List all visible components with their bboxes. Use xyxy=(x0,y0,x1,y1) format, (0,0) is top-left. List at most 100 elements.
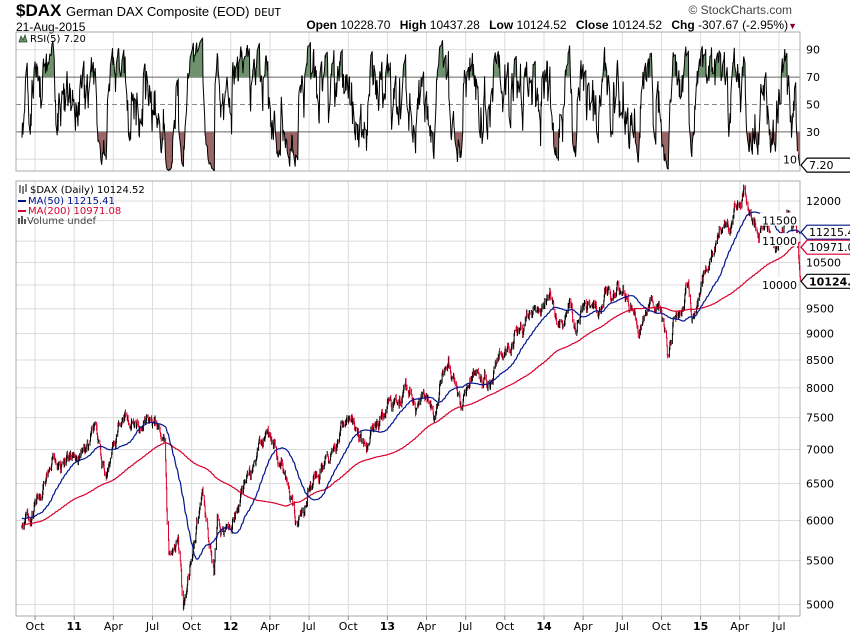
change-value: -307.67 (-2.95%) xyxy=(698,18,789,32)
low-label: Low xyxy=(489,18,514,32)
chart-date: 21-Aug-2015 xyxy=(16,20,86,34)
price-tick-label: 12000 xyxy=(806,195,841,208)
price-panel-frame xyxy=(15,180,801,617)
price-plot xyxy=(21,184,801,611)
price-tick-label-relocated: 10000 xyxy=(760,277,798,292)
x-tick-label: Oct xyxy=(182,620,202,633)
x-tick-label: Jul xyxy=(771,620,785,633)
price-legend-text: $DAX (Daily) 10124.52 xyxy=(30,185,145,196)
price-tick-label: 9500 xyxy=(806,303,834,316)
ohlc-summary: Open 10228.70 High 10437.28 Low 10124.52… xyxy=(300,18,797,32)
x-tick-label: Oct xyxy=(652,620,672,633)
value-tags: 7.20 11215.41 10971.08 10124.52 xyxy=(800,157,850,289)
price-tick-label-background xyxy=(760,233,798,247)
price-tick-label: 5000 xyxy=(806,599,834,612)
close-label: Close xyxy=(575,18,609,32)
ma200-line xyxy=(22,241,801,526)
ma50-value-tag-text: 11215.41 xyxy=(809,226,850,239)
gridlines xyxy=(16,32,800,616)
rsi-tick-label-background xyxy=(781,151,798,165)
ohlc-legend-icon xyxy=(19,184,27,194)
x-tick-label: Apr xyxy=(260,620,280,633)
price-tick-label: 10500 xyxy=(806,257,841,270)
ticker-symbol: $DAX xyxy=(16,1,62,20)
price-tick-label-relocated: 11500 xyxy=(760,212,798,228)
rsi-panel-frame xyxy=(15,31,801,172)
price-tick-label: 6500 xyxy=(806,478,834,491)
x-tick-label: 13 xyxy=(380,620,395,633)
rsi-legend: RSI(5) 7.20 xyxy=(18,33,86,45)
price-tick-label: 11500 xyxy=(762,215,797,228)
price-tick-label-background xyxy=(760,277,798,291)
rsi-legend-text: RSI(5) 7.20 xyxy=(30,34,86,45)
close-value: 10124.52 xyxy=(611,18,663,32)
price-tick-label-background xyxy=(760,212,798,226)
x-tick-label: Oct xyxy=(495,620,515,633)
price-tick-label-relocated: 11000 xyxy=(760,233,798,248)
rsi-value-tag-text: 7.20 xyxy=(809,159,834,172)
change-label: Chg xyxy=(671,18,695,32)
ma200-value-tag: 10971.08 xyxy=(800,239,850,255)
ma50-value-tag-box xyxy=(800,224,850,240)
axis-labels: Oct 11 Apr Jul Oct 12 Apr Jul Oct 13 Apr Jul Oct 14 Ap… xyxy=(26,44,841,633)
x-tick-label: Jul xyxy=(458,620,472,633)
rsi-oversold-fill-group xyxy=(22,132,800,171)
close-value-tag-text: 10124.52 xyxy=(809,275,850,288)
ma200-value-tag-text: 10971.08 xyxy=(809,241,850,254)
price-tick-label: 11000 xyxy=(762,235,797,248)
x-tick-label: Apr xyxy=(104,620,124,633)
copyright: © StockCharts.com xyxy=(688,3,792,17)
price-tick-label: 8500 xyxy=(806,354,834,367)
rsi-tick-label: 50 xyxy=(806,99,820,112)
volume-legend-icon xyxy=(18,216,26,224)
price-tick-label: 10000 xyxy=(762,279,797,292)
high-value: 10437.28 xyxy=(429,18,480,32)
down-arrow-icon: ▼ xyxy=(788,21,797,31)
security-name-text: German DAX Composite (EOD) xyxy=(66,4,250,19)
x-tick-label: Apr xyxy=(417,620,437,633)
x-tick-label: 14 xyxy=(536,620,552,633)
x-tick-label: Apr xyxy=(730,620,750,633)
x-tick-label: Jul xyxy=(145,620,159,633)
open-value: 10228.70 xyxy=(340,18,391,32)
price-tick-label: 7000 xyxy=(806,443,834,456)
rsi-legend-icon xyxy=(18,33,28,43)
rsi-oversold-fill xyxy=(22,132,800,171)
ma200-legend-text: MA(200) 10971.08 xyxy=(28,206,121,217)
x-tick-label: Jul xyxy=(301,620,315,633)
rsi-tick-label-relocated: 10 xyxy=(781,151,798,166)
ma50-value-tag: 11215.41 xyxy=(800,224,850,240)
security-name: German DAX Composite (EOD) DEUT xyxy=(66,4,281,19)
x-tick-label: Apr xyxy=(574,620,594,633)
close-value-tag-box xyxy=(800,273,850,289)
ma200-value-tag-box xyxy=(800,239,850,255)
rsi-plot xyxy=(21,36,800,171)
rsi-tick-label: 70 xyxy=(806,71,820,84)
close-value-tag: 10124.52 xyxy=(800,273,850,289)
ma50-line xyxy=(21,211,801,560)
volume-legend-text: Volume undef xyxy=(27,216,97,227)
rsi-tick-label: 30 xyxy=(806,126,820,139)
rsi-value-tag-box xyxy=(800,157,850,173)
rsi-tick-label: 10 xyxy=(783,153,797,166)
price-tick-label: 8000 xyxy=(806,382,834,395)
x-tick-label: Oct xyxy=(339,620,359,633)
rsi-tick-label: 90 xyxy=(806,44,820,57)
x-tick-label: 12 xyxy=(223,620,238,633)
price-tick-label: 9000 xyxy=(806,328,834,341)
ma50-legend-text: MA(50) 11215.41 xyxy=(28,196,115,207)
price-tick-label: 5500 xyxy=(806,555,834,568)
price-tick-label: 7500 xyxy=(806,412,834,425)
high-label: High xyxy=(399,18,427,32)
price-legend: $DAX (Daily) 10124.52 MA(50) 11215.41 MA… xyxy=(18,184,145,227)
x-tick-label: 11 xyxy=(67,620,82,633)
low-value: 10124.52 xyxy=(516,18,567,32)
exchange-code: DEUT xyxy=(254,6,282,19)
price-tick-label: 6000 xyxy=(806,515,834,528)
open-label: Open xyxy=(306,18,337,32)
rsi-value-tag: 7.20 xyxy=(800,157,850,173)
rsi-line xyxy=(21,36,800,171)
x-tick-label: Oct xyxy=(26,620,46,633)
x-tick-label: Jul xyxy=(615,620,629,633)
